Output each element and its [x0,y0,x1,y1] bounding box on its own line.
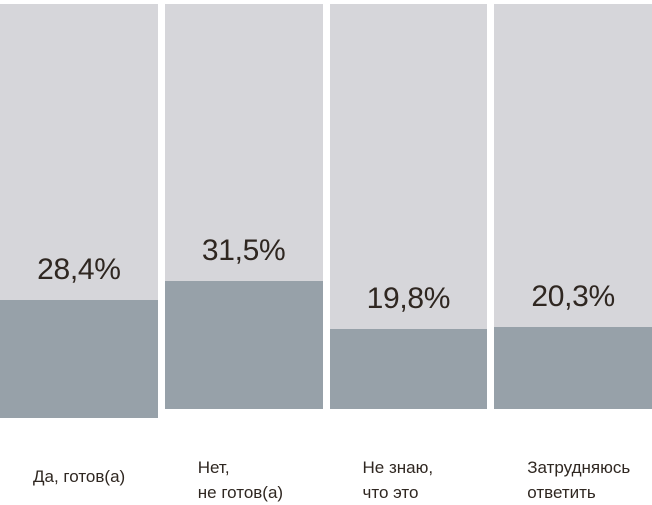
bar-track: 20,3% [494,4,652,409]
bar-value-label: 31,5% [201,234,286,268]
bar-track: 28,4% [0,4,158,418]
bar-column-1: 28,4% Да, готов(а) [0,0,158,505]
category-label: Да, готов(а) [33,467,126,486]
bar-column-4: 20,3% Затрудняюсь ответить [494,0,652,505]
category-label: Нет, не готов(а) [197,458,284,502]
bar-column-2: 31,5% Нет, не готов(а) [164,0,323,505]
bar-track: 31,5% [164,4,323,409]
bar-value-label: 19,8% [366,281,451,315]
bar-fill [494,326,652,409]
bar-fill [0,300,158,418]
category-label: Затрудняюсь ответить [527,458,631,502]
bar-value-label: 28,4% [37,253,121,287]
bar-track: 19,8% [329,4,488,409]
bar-fill [164,281,323,409]
bar-column-3: 19,8% Не знаю, что это [329,0,488,505]
category-label: Не знаю, что это [362,458,434,502]
bar-value-label: 20,3% [531,279,615,313]
bar-fill [329,328,488,409]
